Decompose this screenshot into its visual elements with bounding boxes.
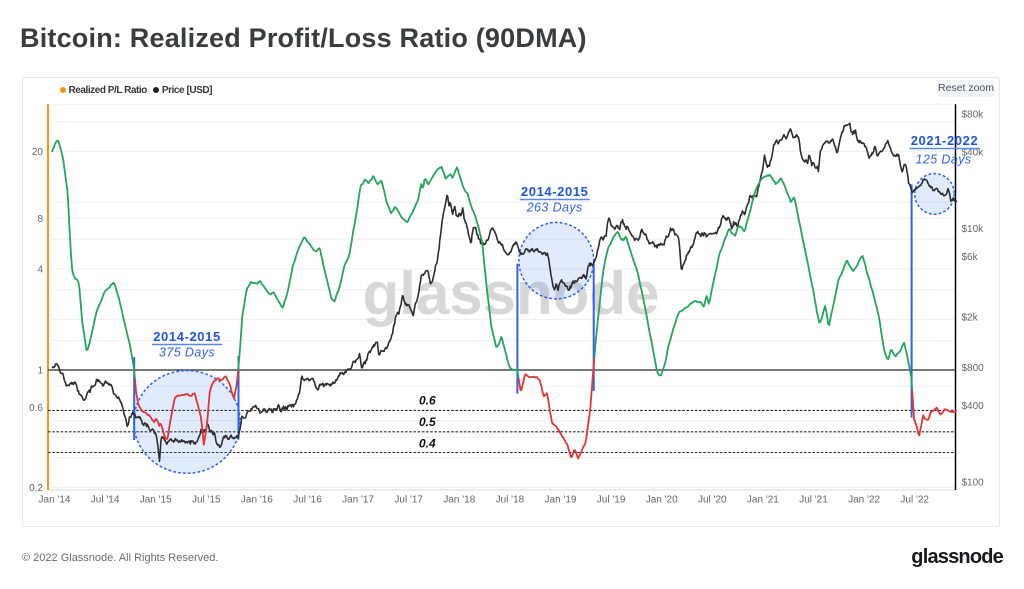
svg-text:0.5: 0.5: [419, 415, 436, 429]
svg-text:$10k: $10k: [962, 224, 985, 235]
svg-text:263 Days: 263 Days: [526, 201, 583, 215]
svg-text:375 Days: 375 Days: [159, 346, 215, 360]
svg-text:Jan '15: Jan '15: [140, 495, 172, 506]
svg-text:8: 8: [37, 214, 43, 225]
svg-text:Jul '20: Jul '20: [698, 495, 727, 506]
svg-text:$80k: $80k: [962, 109, 985, 120]
svg-text:Jan '22: Jan '22: [848, 495, 880, 506]
svg-text:0.4: 0.4: [419, 437, 436, 451]
svg-text:$2k: $2k: [962, 313, 979, 324]
svg-text:Jan '16: Jan '16: [241, 495, 273, 506]
svg-text:Jul '15: Jul '15: [192, 495, 221, 506]
svg-text:125 Days: 125 Days: [915, 153, 971, 167]
svg-text:$400: $400: [962, 401, 985, 412]
svg-text:Jul '18: Jul '18: [496, 495, 525, 506]
svg-text:0.2: 0.2: [29, 483, 43, 494]
svg-text:2014-2015: 2014-2015: [521, 184, 589, 199]
svg-text:Jan '17: Jan '17: [342, 495, 374, 506]
svg-text:0.6: 0.6: [419, 394, 436, 408]
svg-text:0.6: 0.6: [29, 403, 43, 414]
svg-text:Jan '21: Jan '21: [747, 495, 779, 506]
svg-text:20: 20: [32, 147, 44, 158]
svg-text:Jan '14: Jan '14: [39, 495, 71, 506]
svg-text:Jan '18: Jan '18: [443, 495, 475, 506]
svg-text:$40k: $40k: [962, 148, 985, 159]
svg-text:$6k: $6k: [962, 252, 979, 263]
svg-text:glassnode: glassnode: [363, 260, 660, 327]
svg-text:4: 4: [37, 264, 43, 275]
svg-text:Jul '16: Jul '16: [293, 495, 322, 506]
svg-text:Jul '19: Jul '19: [597, 495, 626, 506]
svg-text:$800: $800: [962, 363, 985, 374]
svg-text:$100: $100: [962, 478, 985, 489]
svg-text:Jul '17: Jul '17: [394, 495, 423, 506]
svg-text:Jan '19: Jan '19: [545, 495, 577, 506]
svg-text:2021-2022: 2021-2022: [911, 133, 979, 148]
svg-text:1: 1: [37, 366, 43, 377]
svg-text:2014-2015: 2014-2015: [153, 329, 221, 344]
svg-text:Jul '14: Jul '14: [91, 495, 120, 506]
svg-text:Jul '21: Jul '21: [799, 495, 828, 506]
svg-text:Jan '20: Jan '20: [646, 495, 678, 506]
svg-text:Jul '22: Jul '22: [900, 495, 929, 506]
